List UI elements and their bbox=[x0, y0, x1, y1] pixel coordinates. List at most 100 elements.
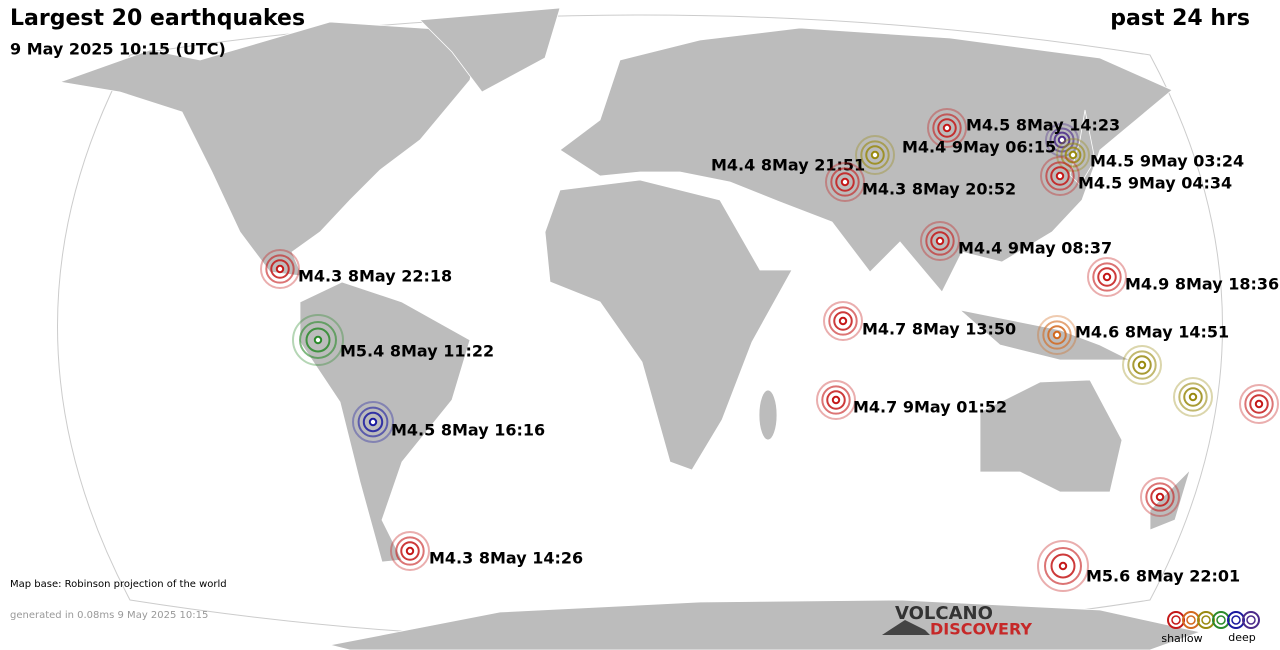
quake-marker bbox=[1037, 315, 1077, 355]
quake-center bbox=[1058, 561, 1068, 571]
quake-center bbox=[831, 395, 841, 405]
logo-icon bbox=[882, 620, 930, 635]
quake-label: M5.4 8May 11:22 bbox=[340, 342, 494, 361]
quake-ring bbox=[828, 306, 858, 336]
quake-marker bbox=[1140, 477, 1180, 517]
legend-ring bbox=[1216, 615, 1226, 625]
quake-ring bbox=[932, 113, 962, 143]
quake-center bbox=[935, 236, 945, 246]
quake-center bbox=[1057, 135, 1067, 145]
quake-center bbox=[1254, 399, 1264, 409]
quake-label: M4.3 8May 20:52 bbox=[862, 180, 1016, 199]
quake-center bbox=[405, 546, 415, 556]
quake-ring bbox=[1045, 161, 1075, 191]
quake-center bbox=[1188, 392, 1198, 402]
quake-marker bbox=[260, 249, 300, 289]
quake-ring bbox=[292, 314, 344, 366]
quake-ring bbox=[352, 401, 394, 443]
quake-ring bbox=[1150, 487, 1170, 507]
quake-ring bbox=[821, 385, 851, 415]
quake-ring bbox=[855, 135, 895, 175]
quake-label: M4.5 9May 04:34 bbox=[1078, 174, 1232, 193]
legend-ring bbox=[1201, 615, 1211, 625]
quake-ring bbox=[835, 172, 855, 192]
quake-ring bbox=[1037, 540, 1089, 592]
quake-label: M4.5 9May 03:24 bbox=[1090, 152, 1244, 171]
quake-ring bbox=[395, 536, 425, 566]
quake-ring bbox=[825, 162, 865, 202]
quake-ring bbox=[823, 301, 863, 341]
quake-ring bbox=[830, 167, 860, 197]
quake-ring bbox=[362, 411, 384, 433]
quake-marker bbox=[825, 162, 865, 202]
quake-marker bbox=[1173, 377, 1213, 417]
quake-marker bbox=[927, 108, 967, 148]
quake-ring bbox=[865, 145, 885, 165]
quake-ring bbox=[260, 249, 300, 289]
quake-ring bbox=[1173, 377, 1213, 417]
quake-marker bbox=[920, 221, 960, 261]
quake-ring bbox=[390, 531, 430, 571]
quake-label: M4.5 8May 16:16 bbox=[391, 421, 545, 440]
quake-ring bbox=[937, 118, 957, 138]
quake-center bbox=[1137, 360, 1147, 370]
quake-label: M4.6 8May 14:51 bbox=[1075, 323, 1229, 342]
land bbox=[58, 7, 1202, 650]
quake-marker bbox=[855, 135, 895, 175]
legend-ring bbox=[1167, 611, 1185, 629]
quake-center bbox=[1055, 171, 1065, 181]
legend-deep: deep bbox=[1228, 631, 1256, 644]
quake-ring bbox=[1040, 156, 1080, 196]
quake-label: M4.4 8May 21:51 bbox=[711, 156, 865, 175]
quake-ring bbox=[1047, 325, 1067, 345]
quake-label: M4.4 9May 06:15 bbox=[902, 138, 1056, 157]
quake-ring bbox=[400, 541, 420, 561]
quake-ring bbox=[305, 327, 331, 353]
quake-ring bbox=[833, 311, 853, 331]
quake-center bbox=[870, 150, 880, 160]
legend-ring bbox=[1197, 611, 1215, 629]
quake-ring bbox=[1244, 389, 1274, 419]
legend-ring bbox=[1231, 615, 1241, 625]
legend-ring bbox=[1227, 611, 1245, 629]
quake-center bbox=[1068, 150, 1078, 160]
quake-ring bbox=[920, 221, 960, 261]
quake-label: M4.7 9May 01:52 bbox=[853, 398, 1007, 417]
legend-ring bbox=[1186, 615, 1196, 625]
quake-ring bbox=[1064, 146, 1082, 164]
quake-label: M4.7 8May 13:50 bbox=[862, 320, 1016, 339]
quake-ring bbox=[1092, 262, 1122, 292]
quake-ring bbox=[357, 406, 389, 438]
quake-marker bbox=[292, 314, 344, 366]
quake-marker bbox=[823, 301, 863, 341]
quake-center bbox=[1155, 492, 1165, 502]
legend-ring bbox=[1242, 611, 1260, 629]
legend-ring bbox=[1182, 611, 1200, 629]
title: Largest 20 earthquakes bbox=[10, 6, 305, 31]
quake-ring bbox=[816, 380, 856, 420]
map-note: Map base: Robinson projection of the wor… bbox=[10, 579, 227, 590]
quake-label: M4.3 8May 22:18 bbox=[298, 267, 452, 286]
quake-marker bbox=[1037, 540, 1089, 592]
quake-center bbox=[1102, 272, 1112, 282]
quake-marker bbox=[1122, 345, 1162, 385]
quake-marker bbox=[1040, 156, 1080, 196]
quake-ring bbox=[1042, 320, 1072, 350]
quake-ring bbox=[1060, 142, 1086, 168]
quake-ring bbox=[1178, 382, 1208, 412]
quake-ring bbox=[1037, 315, 1077, 355]
period: past 24 hrs bbox=[1110, 6, 1250, 31]
legend-ring bbox=[1171, 615, 1181, 625]
legend-shallow: shallow bbox=[1161, 632, 1202, 645]
quake-marker bbox=[390, 531, 430, 571]
generated-note: generated in 0.08ms 9 May 2025 10:15 bbox=[10, 610, 208, 621]
quake-ring bbox=[299, 321, 337, 359]
logo-top: VOLCANO bbox=[895, 603, 993, 624]
quake-ring bbox=[1239, 384, 1279, 424]
quake-ring bbox=[1122, 345, 1162, 385]
legend-ring bbox=[1212, 611, 1230, 629]
quake-ring bbox=[1087, 257, 1127, 297]
quake-ring bbox=[1127, 350, 1157, 380]
quake-label: M4.3 8May 14:26 bbox=[429, 549, 583, 568]
